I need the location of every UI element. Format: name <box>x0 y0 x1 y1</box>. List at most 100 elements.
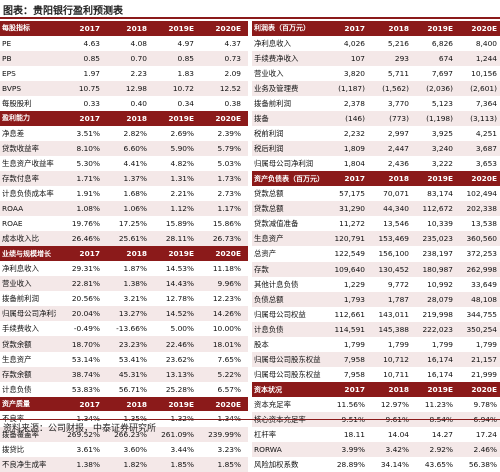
row-label: 总资产 <box>254 249 277 259</box>
footer-rule <box>0 419 500 420</box>
cell-value: 28,079 <box>427 294 453 304</box>
row-label: 手续费净收入 <box>254 53 299 63</box>
cell-value: 1.91% <box>76 189 100 199</box>
row-label: 计息负债成本率 <box>2 189 54 199</box>
cell-value: 3,222 <box>431 159 453 169</box>
cell-value: (1,198) <box>426 114 453 124</box>
section-title: 盈利能力 <box>2 114 30 123</box>
cell-value: 3,770 <box>387 99 409 109</box>
table-row: 拨备前利润 20.56% 3.21% 12.78% 12.23% <box>0 291 248 306</box>
cell-value: -0.49% <box>73 324 100 334</box>
cell-value: 2,436 <box>387 159 409 169</box>
row-label: 不良净生成率 <box>2 459 47 469</box>
cell-value: 20.56% <box>71 294 100 304</box>
section-header: 盈利能力 2017 2018 2019E 2020E <box>0 111 248 126</box>
table-row: 计息负债成本率 1.91% 1.68% 2.21% 2.73% <box>0 186 248 201</box>
cell-value: 22.46% <box>165 339 194 349</box>
column-header: 2018 <box>126 113 147 123</box>
cell-value: (1,562) <box>382 83 409 93</box>
cell-value: 10.00% <box>212 324 241 334</box>
cell-value: 3.21% <box>123 294 147 304</box>
column-header: 2018 <box>388 23 409 33</box>
table-row: 贷款余额 18.70% 23.23% 22.46% 18.01% <box>0 336 248 352</box>
cell-value: 5.90% <box>170 143 194 153</box>
cell-value: 13.13% <box>165 369 194 379</box>
column-header: 2018 <box>388 385 409 395</box>
table-row: 拨备前利润 2,378 3,770 5,123 7,364 <box>252 96 500 111</box>
cell-value: 235,023 <box>422 234 453 244</box>
cell-value: 222,023 <box>422 324 453 334</box>
cell-value: (2,601) <box>470 83 497 93</box>
cell-value: 1.32% <box>170 414 194 424</box>
section-header: 资产质量 2017 2018 2019E 2020E <box>0 396 248 412</box>
table-row: 负债总额 1,793 1,787 28,079 48,108 <box>252 291 500 307</box>
row-label: 存款 <box>254 264 269 274</box>
cell-value: 14.43% <box>165 279 194 289</box>
cell-value: 7,958 <box>343 355 365 365</box>
cell-value: (3,113) <box>470 114 497 124</box>
column-header: 2018 <box>126 399 147 409</box>
cell-value: 43.65% <box>424 460 453 470</box>
cell-value: 7.65% <box>217 354 241 364</box>
cell-value: 5,216 <box>387 38 409 48</box>
row-label: RORWA <box>254 445 282 455</box>
table-row: 净息差 3.51% 2.82% 2.69% 2.39% <box>0 126 248 141</box>
cell-value: 239.99% <box>208 429 241 439</box>
cell-value: 1,244 <box>475 53 497 63</box>
table-row: 资本充足率 11.56% 12.97% 11.23% 9.78% <box>252 397 500 412</box>
cell-value: 1.06% <box>123 204 147 214</box>
section-title: 每股指标 <box>2 24 30 33</box>
cell-value: 7,958 <box>343 370 365 380</box>
cell-value: 28.11% <box>165 234 194 244</box>
row-label: EPS <box>2 68 16 78</box>
table-row: PB 0.85 0.70 0.85 0.73 <box>0 50 248 66</box>
cell-value: 14.26% <box>212 309 241 319</box>
cell-value: 70,071 <box>383 189 409 199</box>
cell-value: 5,123 <box>431 99 453 109</box>
table-row: 税前利润 2,232 2,997 3,925 4,251 <box>252 126 500 141</box>
cell-value: 15.86% <box>212 219 241 229</box>
row-label: 存款余额 <box>2 369 32 379</box>
column-header: 2020E <box>215 23 241 33</box>
cell-value: 1,804 <box>343 159 365 169</box>
cell-value: 12.97% <box>380 399 409 409</box>
cell-value: 0.70 <box>130 53 147 63</box>
table-row: 拨贷比 3.61% 3.60% 3.44% 3.23% <box>0 442 248 457</box>
cell-value: 1.85% <box>170 459 194 469</box>
cell-value: 10.72 <box>172 83 194 93</box>
cell-value: 5.00% <box>170 324 194 334</box>
cell-value: 2.46% <box>473 445 497 455</box>
row-label: 拨备 <box>254 114 269 124</box>
row-label: 计息负债 <box>254 324 284 334</box>
cell-value: 12.98 <box>125 83 147 93</box>
table-row: 贷款收益率 8.10% 6.60% 5.90% 5.79% <box>0 140 248 156</box>
cell-value: 6.57% <box>217 384 241 394</box>
cell-value: 202,338 <box>466 204 497 214</box>
cell-value: 1,799 <box>475 340 497 350</box>
row-label: 拨备前利润 <box>2 294 39 304</box>
cell-value: 3.23% <box>217 444 241 454</box>
row-label: 负债总额 <box>254 294 284 304</box>
cell-value: 114,591 <box>334 324 365 334</box>
section-title: 利润表（百万元） <box>254 24 310 33</box>
cell-value: 13,546 <box>383 219 409 229</box>
row-label: 生息资产 <box>2 354 32 364</box>
column-header: 2017 <box>79 113 100 123</box>
row-label: PE <box>2 38 12 48</box>
table-row: 存款余额 38.74% 45.31% 13.13% 5.22% <box>0 366 248 382</box>
column-header: 2019E <box>427 23 453 33</box>
section-title: 资产负债表（百万元） <box>254 174 324 183</box>
row-label: 风险加权系数 <box>254 460 299 470</box>
row-label: 归属母公司股东权益 <box>254 355 321 365</box>
row-label: 净利息收入 <box>2 264 39 274</box>
cell-value: 53.14% <box>71 354 100 364</box>
table-row: 归属母公司净利润 1,804 2,436 3,222 3,653 <box>252 156 500 171</box>
cell-value: 5.22% <box>217 369 241 379</box>
cell-value: 2.21% <box>170 189 194 199</box>
cell-value: 3,653 <box>475 159 497 169</box>
cell-value: 1.35% <box>123 414 147 424</box>
table-row: 不良率 1.34% 1.35% 1.32% 1.34% <box>0 411 248 426</box>
cell-value: 1,793 <box>343 294 365 304</box>
table-row: 股本 1,799 1,799 1,799 1,799 <box>252 337 500 352</box>
cell-value: 56.71% <box>118 384 147 394</box>
